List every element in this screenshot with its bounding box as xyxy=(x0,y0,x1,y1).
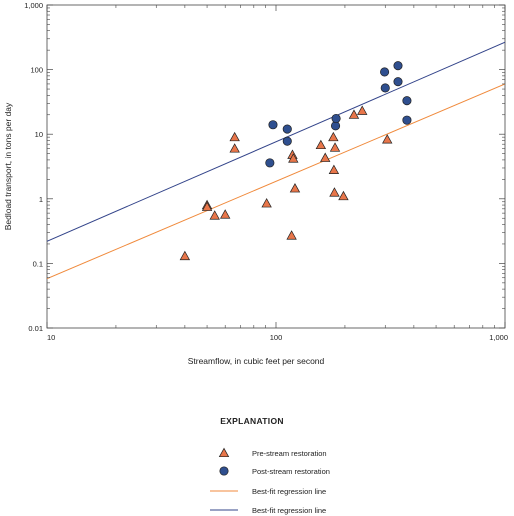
pre-restoration-point xyxy=(229,143,240,153)
legend-label: Best-fit regression line xyxy=(252,506,326,515)
y-tick-label: 1,000 xyxy=(24,1,43,10)
pre-restoration-point xyxy=(320,152,331,162)
pre-restoration-point xyxy=(288,153,299,163)
post-restoration-point xyxy=(265,158,275,168)
regression-lines xyxy=(47,41,505,280)
legend: Pre-stream restoration Post-stream restor… xyxy=(210,447,330,515)
regression-line xyxy=(47,83,505,280)
legend-label: Best-fit regression line xyxy=(252,487,326,496)
y-axis-ticks: 0.01 0.1 1 10 100 1,000 xyxy=(24,1,505,333)
pre-restoration-point xyxy=(357,105,368,115)
post-restoration-point xyxy=(402,115,412,125)
legend-triangle-symbol xyxy=(218,447,230,458)
pre-restoration-point xyxy=(329,142,341,152)
pre-restoration-point xyxy=(329,187,340,197)
y-tick-label: 0.1 xyxy=(33,259,43,268)
y-axis-label: Bedload transport, in tons per day xyxy=(3,102,13,230)
legend-label: Post-stream restoration xyxy=(252,467,330,476)
pre-restoration-point xyxy=(348,109,360,119)
plot-area-frame xyxy=(46,4,506,329)
x-tick-label: 10 xyxy=(47,333,55,342)
pre-restoration-point xyxy=(328,131,339,142)
regression-line xyxy=(47,41,505,242)
pre-restoration-point xyxy=(286,230,297,240)
pre-restoration-point xyxy=(179,250,191,261)
pre-restoration-point xyxy=(338,190,349,201)
x-tick-label: 100 xyxy=(270,333,283,342)
post-restoration-point xyxy=(380,67,390,77)
post-restoration-point xyxy=(380,83,390,93)
pre-restoration-point xyxy=(229,131,240,142)
post-restoration-point xyxy=(393,77,403,87)
legend-label: Pre-stream restoration xyxy=(252,449,327,458)
x-axis-ticks: 10 100 1,000 xyxy=(46,5,508,342)
y-tick-label: 100 xyxy=(30,66,43,75)
pre-restoration-point xyxy=(315,139,327,150)
pre-restoration-point xyxy=(209,210,220,220)
x-axis-label: Streamflow, in cubic feet per second xyxy=(188,356,325,366)
y-tick-label: 10 xyxy=(35,130,43,139)
pre-restoration-point xyxy=(289,183,301,193)
post-restoration-point xyxy=(331,113,341,124)
pre-restoration-point xyxy=(328,164,340,174)
pre-restoration-point xyxy=(382,134,393,144)
post-restoration-point xyxy=(402,96,412,106)
y-tick-label: 1 xyxy=(39,195,43,204)
pre-restoration-point xyxy=(220,209,231,219)
legend-title: EXPLANATION xyxy=(220,416,284,426)
x-tick-label: 1,000 xyxy=(489,333,508,342)
pre-restoration-point xyxy=(261,198,272,208)
legend-circle-symbol xyxy=(219,466,229,476)
data-points xyxy=(179,61,412,261)
post-restoration-point xyxy=(268,120,278,130)
post-restoration-point xyxy=(393,61,403,71)
y-tick-label: 0.01 xyxy=(28,324,43,333)
post-restoration-point xyxy=(282,136,292,146)
post-restoration-point xyxy=(282,124,292,134)
pre-restoration-point xyxy=(201,201,213,211)
